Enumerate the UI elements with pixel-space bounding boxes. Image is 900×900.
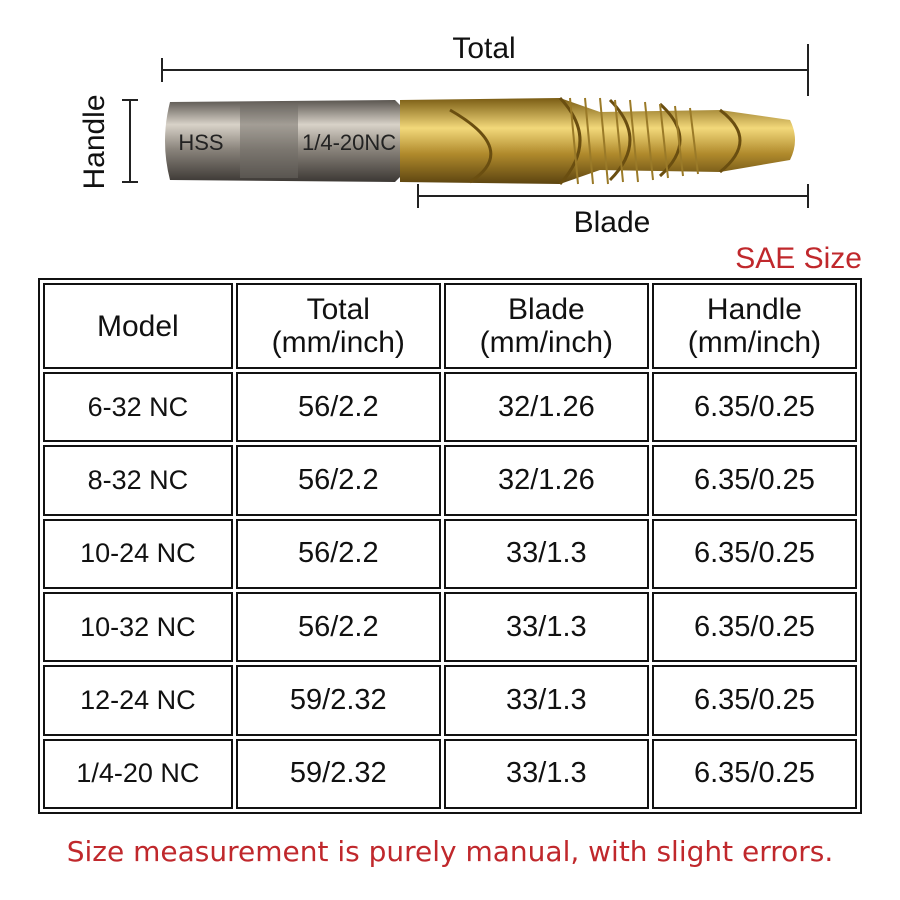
footer-note: Size measurement is purely manual, with … (66, 835, 834, 868)
header-cell: Handle (mm/inch) (651, 283, 857, 369)
table-cell: 6.35/0.25 (651, 372, 857, 443)
drill-bit (165, 96, 795, 186)
table-cell: 10-32 NC (43, 591, 233, 663)
table-row: 12-24 NC 59/2.32 33/1.3 6.35/0.25 (43, 665, 857, 736)
header-text: Total (306, 293, 370, 326)
drill-diagram: HSS 1/4-20NC Total Blade Handle (78, 32, 809, 239)
table-cell: 8-32 NC (43, 445, 233, 516)
shank-marking: HSS (178, 130, 223, 155)
table-cell: 6.35/0.25 (651, 445, 857, 516)
dimension-lines (122, 44, 809, 208)
table-cell: 6.35/0.25 (651, 518, 857, 589)
table-cell: 56/2.2 (235, 445, 441, 516)
table-cell: 32/1.26 (443, 445, 649, 516)
table-cell: 10-24 NC (43, 518, 233, 589)
header-text: Handle (706, 293, 802, 326)
header-cell: Blade (mm/inch) (443, 283, 649, 369)
table-cell: 56/2.2 (235, 518, 441, 589)
handle-label: Handle (78, 94, 111, 189)
size-marking: 1/4-20NC (302, 130, 396, 155)
table-row: 10-32 NC 56/2.2 33/1.3 6.35/0.25 (43, 591, 857, 663)
table-cell: 12-24 NC (43, 665, 233, 736)
table-cell: 33/1.3 (443, 591, 649, 663)
table-cell: 32/1.26 (443, 372, 649, 443)
table-row: 1/4-20 NC 59/2.32 33/1.3 6.35/0.25 (43, 738, 857, 809)
header-row: Model Total (mm/inch) Blade (mm/inch) Handle(… (43, 283, 857, 369)
table-cell: 59/2.32 (235, 665, 441, 736)
header-text: (mm/inch) (271, 326, 405, 359)
header-text: (mm/inch) (479, 326, 614, 359)
table-cell: 56/2.2 (235, 372, 441, 443)
caption: SAE Size (735, 242, 862, 275)
table-cell: 56/2.2 (235, 591, 441, 663)
header-text: (mm/inch) (687, 326, 822, 359)
blade-label: Blade (574, 206, 651, 239)
table-cell: 6.35/0.25 (651, 591, 857, 663)
table-row: 10-24 NC 56/2.2 33/1.3 6.35/0.25 (43, 518, 857, 589)
header-cell: Total (mm/inch) (235, 283, 441, 369)
header-text: Model (97, 309, 179, 343)
table-cell: 33/1.3 (443, 738, 649, 809)
table-cell: 33/1.3 (443, 518, 649, 589)
table-cell: 59/2.32 (235, 738, 441, 809)
table-cell: 1/4-20 NC (43, 738, 233, 809)
size-table: Model Total (mm/inch) Blade (mm/inch) Handle(… (38, 278, 862, 814)
header-text: Blade (507, 293, 585, 326)
table-row: 8-32 NC 56/2.2 32/1.26 6.35/0.25 (43, 445, 857, 516)
table-cell: 6-32 NC (43, 372, 233, 443)
table-row: 6-32 NC 56/2.2 32/1.26 6.35/0.25 (43, 372, 857, 443)
table-cell: 6.35/0.25 (651, 665, 857, 736)
total-label: Total (452, 32, 515, 65)
table-cell: 6.35/0.25 (651, 738, 857, 809)
table-cell: 33/1.3 (443, 665, 649, 736)
header-cell: Model (43, 283, 233, 369)
